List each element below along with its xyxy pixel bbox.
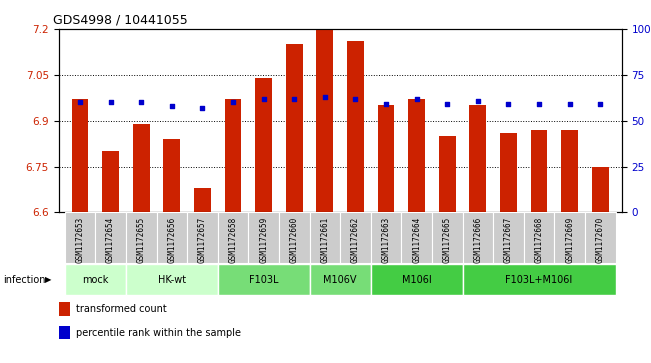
Point [197, 105, 208, 111]
Text: M106V: M106V [324, 274, 357, 285]
Bar [378, 105, 395, 212]
Bar [500, 133, 517, 212]
Point [381, 101, 391, 107]
Bar [408, 99, 425, 212]
Text: GSM1172659: GSM1172659 [259, 216, 268, 263]
Bar [561, 130, 578, 212]
FancyBboxPatch shape [64, 264, 126, 295]
Text: GSM1172660: GSM1172660 [290, 216, 299, 263]
Point [320, 94, 330, 100]
Text: GSM1172670: GSM1172670 [596, 216, 605, 263]
Text: GSM1172654: GSM1172654 [106, 216, 115, 263]
FancyBboxPatch shape [248, 212, 279, 263]
Bar [255, 78, 272, 212]
Text: M106I: M106I [402, 274, 432, 285]
Text: F103L: F103L [249, 274, 279, 285]
Point [473, 98, 483, 103]
Point [289, 96, 299, 102]
Bar [163, 139, 180, 212]
Point [411, 96, 422, 102]
Bar [592, 167, 609, 212]
FancyBboxPatch shape [585, 212, 616, 263]
FancyBboxPatch shape [217, 264, 309, 295]
FancyBboxPatch shape [371, 212, 402, 263]
Bar [72, 99, 89, 212]
FancyBboxPatch shape [126, 212, 156, 263]
Bar [316, 29, 333, 212]
Text: GDS4998 / 10441055: GDS4998 / 10441055 [53, 13, 187, 26]
Bar [286, 44, 303, 212]
Point [442, 101, 452, 107]
FancyBboxPatch shape [156, 212, 187, 263]
FancyBboxPatch shape [463, 264, 616, 295]
Bar [347, 41, 364, 212]
FancyBboxPatch shape [493, 212, 524, 263]
Text: GSM1172655: GSM1172655 [137, 216, 146, 263]
FancyBboxPatch shape [279, 212, 309, 263]
Text: HK-wt: HK-wt [158, 274, 186, 285]
Point [350, 96, 361, 102]
Bar [531, 130, 547, 212]
Point [228, 99, 238, 105]
Bar [194, 188, 211, 212]
FancyBboxPatch shape [309, 264, 371, 295]
Point [258, 96, 269, 102]
Text: GSM1172668: GSM1172668 [534, 216, 544, 263]
Text: GSM1172653: GSM1172653 [76, 216, 85, 263]
Point [503, 101, 514, 107]
Text: F103L+M106I: F103L+M106I [505, 274, 573, 285]
Text: percentile rank within the sample: percentile rank within the sample [76, 327, 240, 338]
FancyBboxPatch shape [217, 212, 248, 263]
Text: GSM1172664: GSM1172664 [412, 216, 421, 263]
Text: GSM1172669: GSM1172669 [565, 216, 574, 263]
Text: GSM1172661: GSM1172661 [320, 216, 329, 263]
FancyBboxPatch shape [126, 264, 217, 295]
Bar [225, 99, 242, 212]
Text: GSM1172665: GSM1172665 [443, 216, 452, 263]
Text: GSM1172656: GSM1172656 [167, 216, 176, 263]
Text: GSM1172657: GSM1172657 [198, 216, 207, 263]
Point [595, 101, 605, 107]
FancyBboxPatch shape [463, 212, 493, 263]
Text: GSM1172667: GSM1172667 [504, 216, 513, 263]
Text: GSM1172663: GSM1172663 [381, 216, 391, 263]
FancyBboxPatch shape [555, 212, 585, 263]
Point [75, 99, 85, 105]
Bar [469, 105, 486, 212]
FancyBboxPatch shape [524, 212, 555, 263]
Bar [102, 151, 119, 212]
FancyBboxPatch shape [340, 212, 371, 263]
Point [534, 101, 544, 107]
FancyBboxPatch shape [432, 212, 463, 263]
FancyBboxPatch shape [95, 212, 126, 263]
Text: GSM1172666: GSM1172666 [473, 216, 482, 263]
Point [564, 101, 575, 107]
Bar [133, 124, 150, 212]
Text: mock: mock [82, 274, 109, 285]
Text: transformed count: transformed count [76, 304, 166, 314]
FancyBboxPatch shape [309, 212, 340, 263]
FancyBboxPatch shape [187, 212, 217, 263]
Text: GSM1172662: GSM1172662 [351, 216, 360, 263]
FancyBboxPatch shape [64, 212, 95, 263]
Bar [439, 136, 456, 212]
Point [105, 99, 116, 105]
FancyBboxPatch shape [402, 212, 432, 263]
Point [167, 103, 177, 109]
Text: ▶: ▶ [45, 275, 51, 284]
FancyBboxPatch shape [371, 264, 463, 295]
Text: infection: infection [3, 274, 46, 285]
Text: GSM1172658: GSM1172658 [229, 216, 238, 263]
Point [136, 99, 146, 105]
